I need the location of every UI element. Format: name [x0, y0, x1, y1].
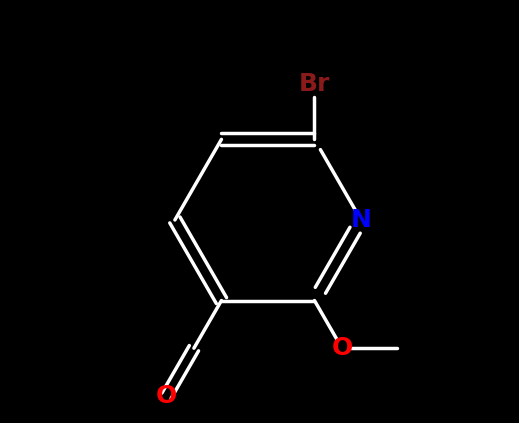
Text: Br: Br [299, 72, 330, 96]
Text: O: O [156, 384, 177, 408]
Text: O: O [331, 336, 352, 360]
Text: N: N [350, 208, 372, 232]
